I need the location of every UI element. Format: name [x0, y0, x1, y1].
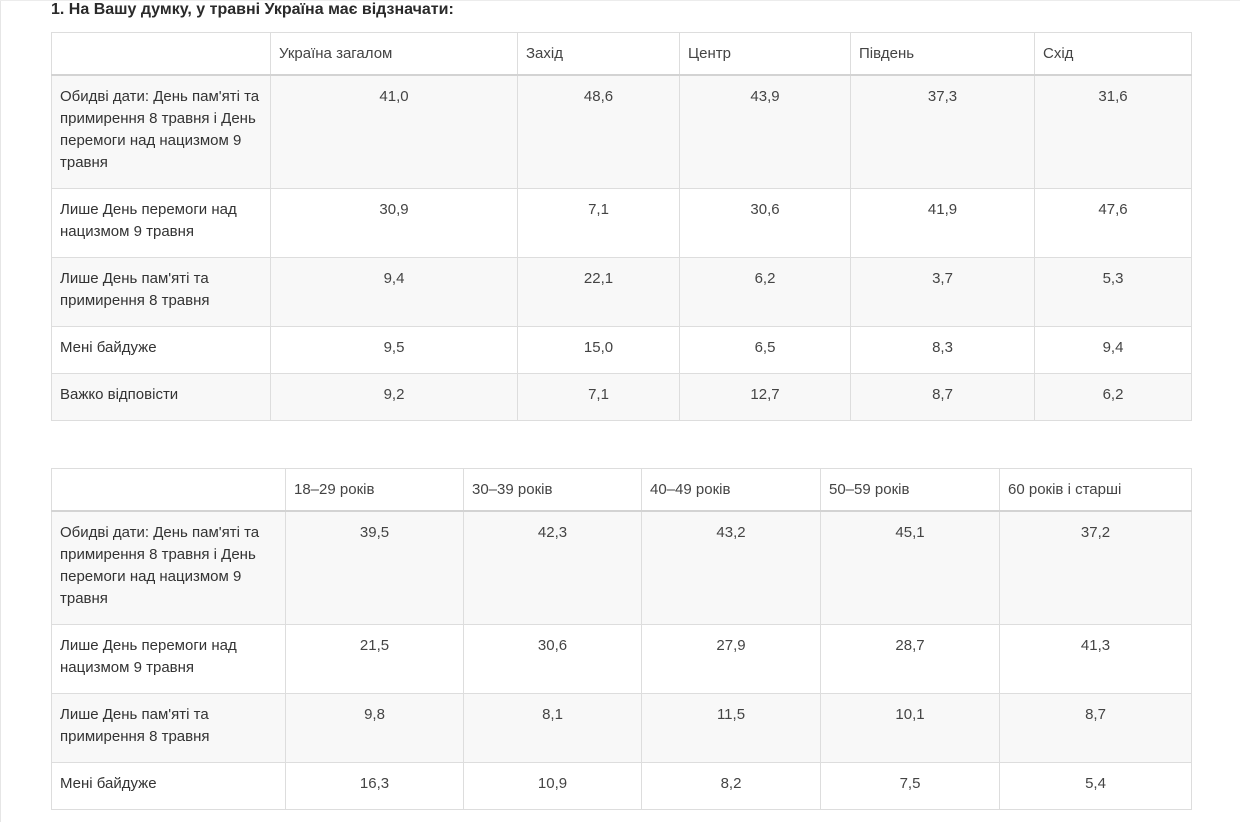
column-header: Схід	[1034, 32, 1192, 76]
page-frame-left	[0, 0, 1, 822]
table-cell: 7,1	[517, 373, 680, 421]
column-header	[51, 468, 286, 512]
regions-table: Україна загалом Захід Центр Південь Схід…	[51, 32, 1192, 421]
table-cell: 30,9	[270, 188, 518, 258]
table-cell: 9,2	[270, 373, 518, 421]
table-cell: 10,9	[463, 762, 642, 810]
table-cell: 37,3	[850, 74, 1035, 189]
column-header: 60 років і старші	[999, 468, 1192, 512]
table-cell: 22,1	[517, 257, 680, 327]
row-label: Лише День пам'яті та примирення 8 травня	[51, 257, 271, 327]
table-cell: 31,6	[1034, 74, 1192, 189]
table-cell: 5,4	[999, 762, 1192, 810]
table-cell: 8,7	[999, 693, 1192, 763]
row-label: Мені байдуже	[51, 762, 286, 810]
table-cell: 48,6	[517, 74, 680, 189]
table-cell: 3,7	[850, 257, 1035, 327]
table-row: Лише День перемоги над нацизмом 9 травня…	[51, 188, 1192, 258]
table-cell: 6,5	[679, 326, 851, 374]
table-cell: 41,9	[850, 188, 1035, 258]
column-header: Захід	[517, 32, 680, 76]
row-label: Лише День перемоги над нацизмом 9 травня	[51, 188, 271, 258]
table-cell: 30,6	[679, 188, 851, 258]
table-cell: 21,5	[285, 624, 464, 694]
table-cell: 6,2	[1034, 373, 1192, 421]
table-header-row: Україна загалом Захід Центр Південь Схід	[51, 32, 1192, 76]
table-cell: 9,4	[270, 257, 518, 327]
table-cell: 41,3	[999, 624, 1192, 694]
table-cell: 7,5	[820, 762, 1000, 810]
table-row: Важко відповісти 9,2 7,1 12,7 8,7 6,2	[51, 373, 1192, 421]
table-cell: 6,2	[679, 257, 851, 327]
table-row: Лише День пам'яті та примирення 8 травня…	[51, 257, 1192, 327]
column-header: 40–49 років	[641, 468, 821, 512]
table-cell: 27,9	[641, 624, 821, 694]
table-cell: 16,3	[285, 762, 464, 810]
table-cell: 28,7	[820, 624, 1000, 694]
table-cell: 9,8	[285, 693, 464, 763]
table-cell: 43,2	[641, 510, 821, 625]
table-cell: 7,1	[517, 188, 680, 258]
row-label: Лише День перемоги над нацизмом 9 травня	[51, 624, 286, 694]
table-cell: 11,5	[641, 693, 821, 763]
row-label: Обидві дати: День пам'яті та примирення …	[51, 510, 286, 625]
question-title: 1. На Вашу думку, у травні Україна має в…	[51, 1, 454, 18]
table-cell: 8,1	[463, 693, 642, 763]
ages-table: 18–29 років 30–39 років 40–49 років 50–5…	[51, 468, 1192, 810]
table-cell: 47,6	[1034, 188, 1192, 258]
table-row: Обидві дати: День пам'яті та примирення …	[51, 74, 1192, 189]
row-label: Мені байдуже	[51, 326, 271, 374]
table-row: Лише День пам'яті та примирення 8 травня…	[51, 693, 1192, 763]
table-cell: 37,2	[999, 510, 1192, 625]
row-label: Лише День пам'яті та примирення 8 травня	[51, 693, 286, 763]
table-cell: 45,1	[820, 510, 1000, 625]
table-cell: 30,6	[463, 624, 642, 694]
table-row: Обидві дати: День пам'яті та примирення …	[51, 510, 1192, 625]
table-cell: 42,3	[463, 510, 642, 625]
column-header: Центр	[679, 32, 851, 76]
column-header: Україна загалом	[270, 32, 518, 76]
table-cell: 41,0	[270, 74, 518, 189]
table-cell: 15,0	[517, 326, 680, 374]
table-cell: 9,4	[1034, 326, 1192, 374]
table-cell: 8,7	[850, 373, 1035, 421]
table-cell: 39,5	[285, 510, 464, 625]
table-cell: 10,1	[820, 693, 1000, 763]
column-header: 18–29 років	[285, 468, 464, 512]
table-cell: 9,5	[270, 326, 518, 374]
column-header: Південь	[850, 32, 1035, 76]
row-label: Обидві дати: День пам'яті та примирення …	[51, 74, 271, 189]
table-row: Мені байдуже 9,5 15,0 6,5 8,3 9,4	[51, 326, 1192, 374]
table-row: Лише День перемоги над нацизмом 9 травня…	[51, 624, 1192, 694]
column-header: 30–39 років	[463, 468, 642, 512]
page-frame-top	[0, 0, 1240, 1]
table-cell: 12,7	[679, 373, 851, 421]
table-cell: 43,9	[679, 74, 851, 189]
table-cell: 8,3	[850, 326, 1035, 374]
table-row: Мені байдуже 16,3 10,9 8,2 7,5 5,4	[51, 762, 1192, 810]
column-header: 50–59 років	[820, 468, 1000, 512]
table-cell: 5,3	[1034, 257, 1192, 327]
column-header	[51, 32, 271, 76]
table-cell: 8,2	[641, 762, 821, 810]
table-header-row: 18–29 років 30–39 років 40–49 років 50–5…	[51, 468, 1192, 512]
row-label: Важко відповісти	[51, 373, 271, 421]
